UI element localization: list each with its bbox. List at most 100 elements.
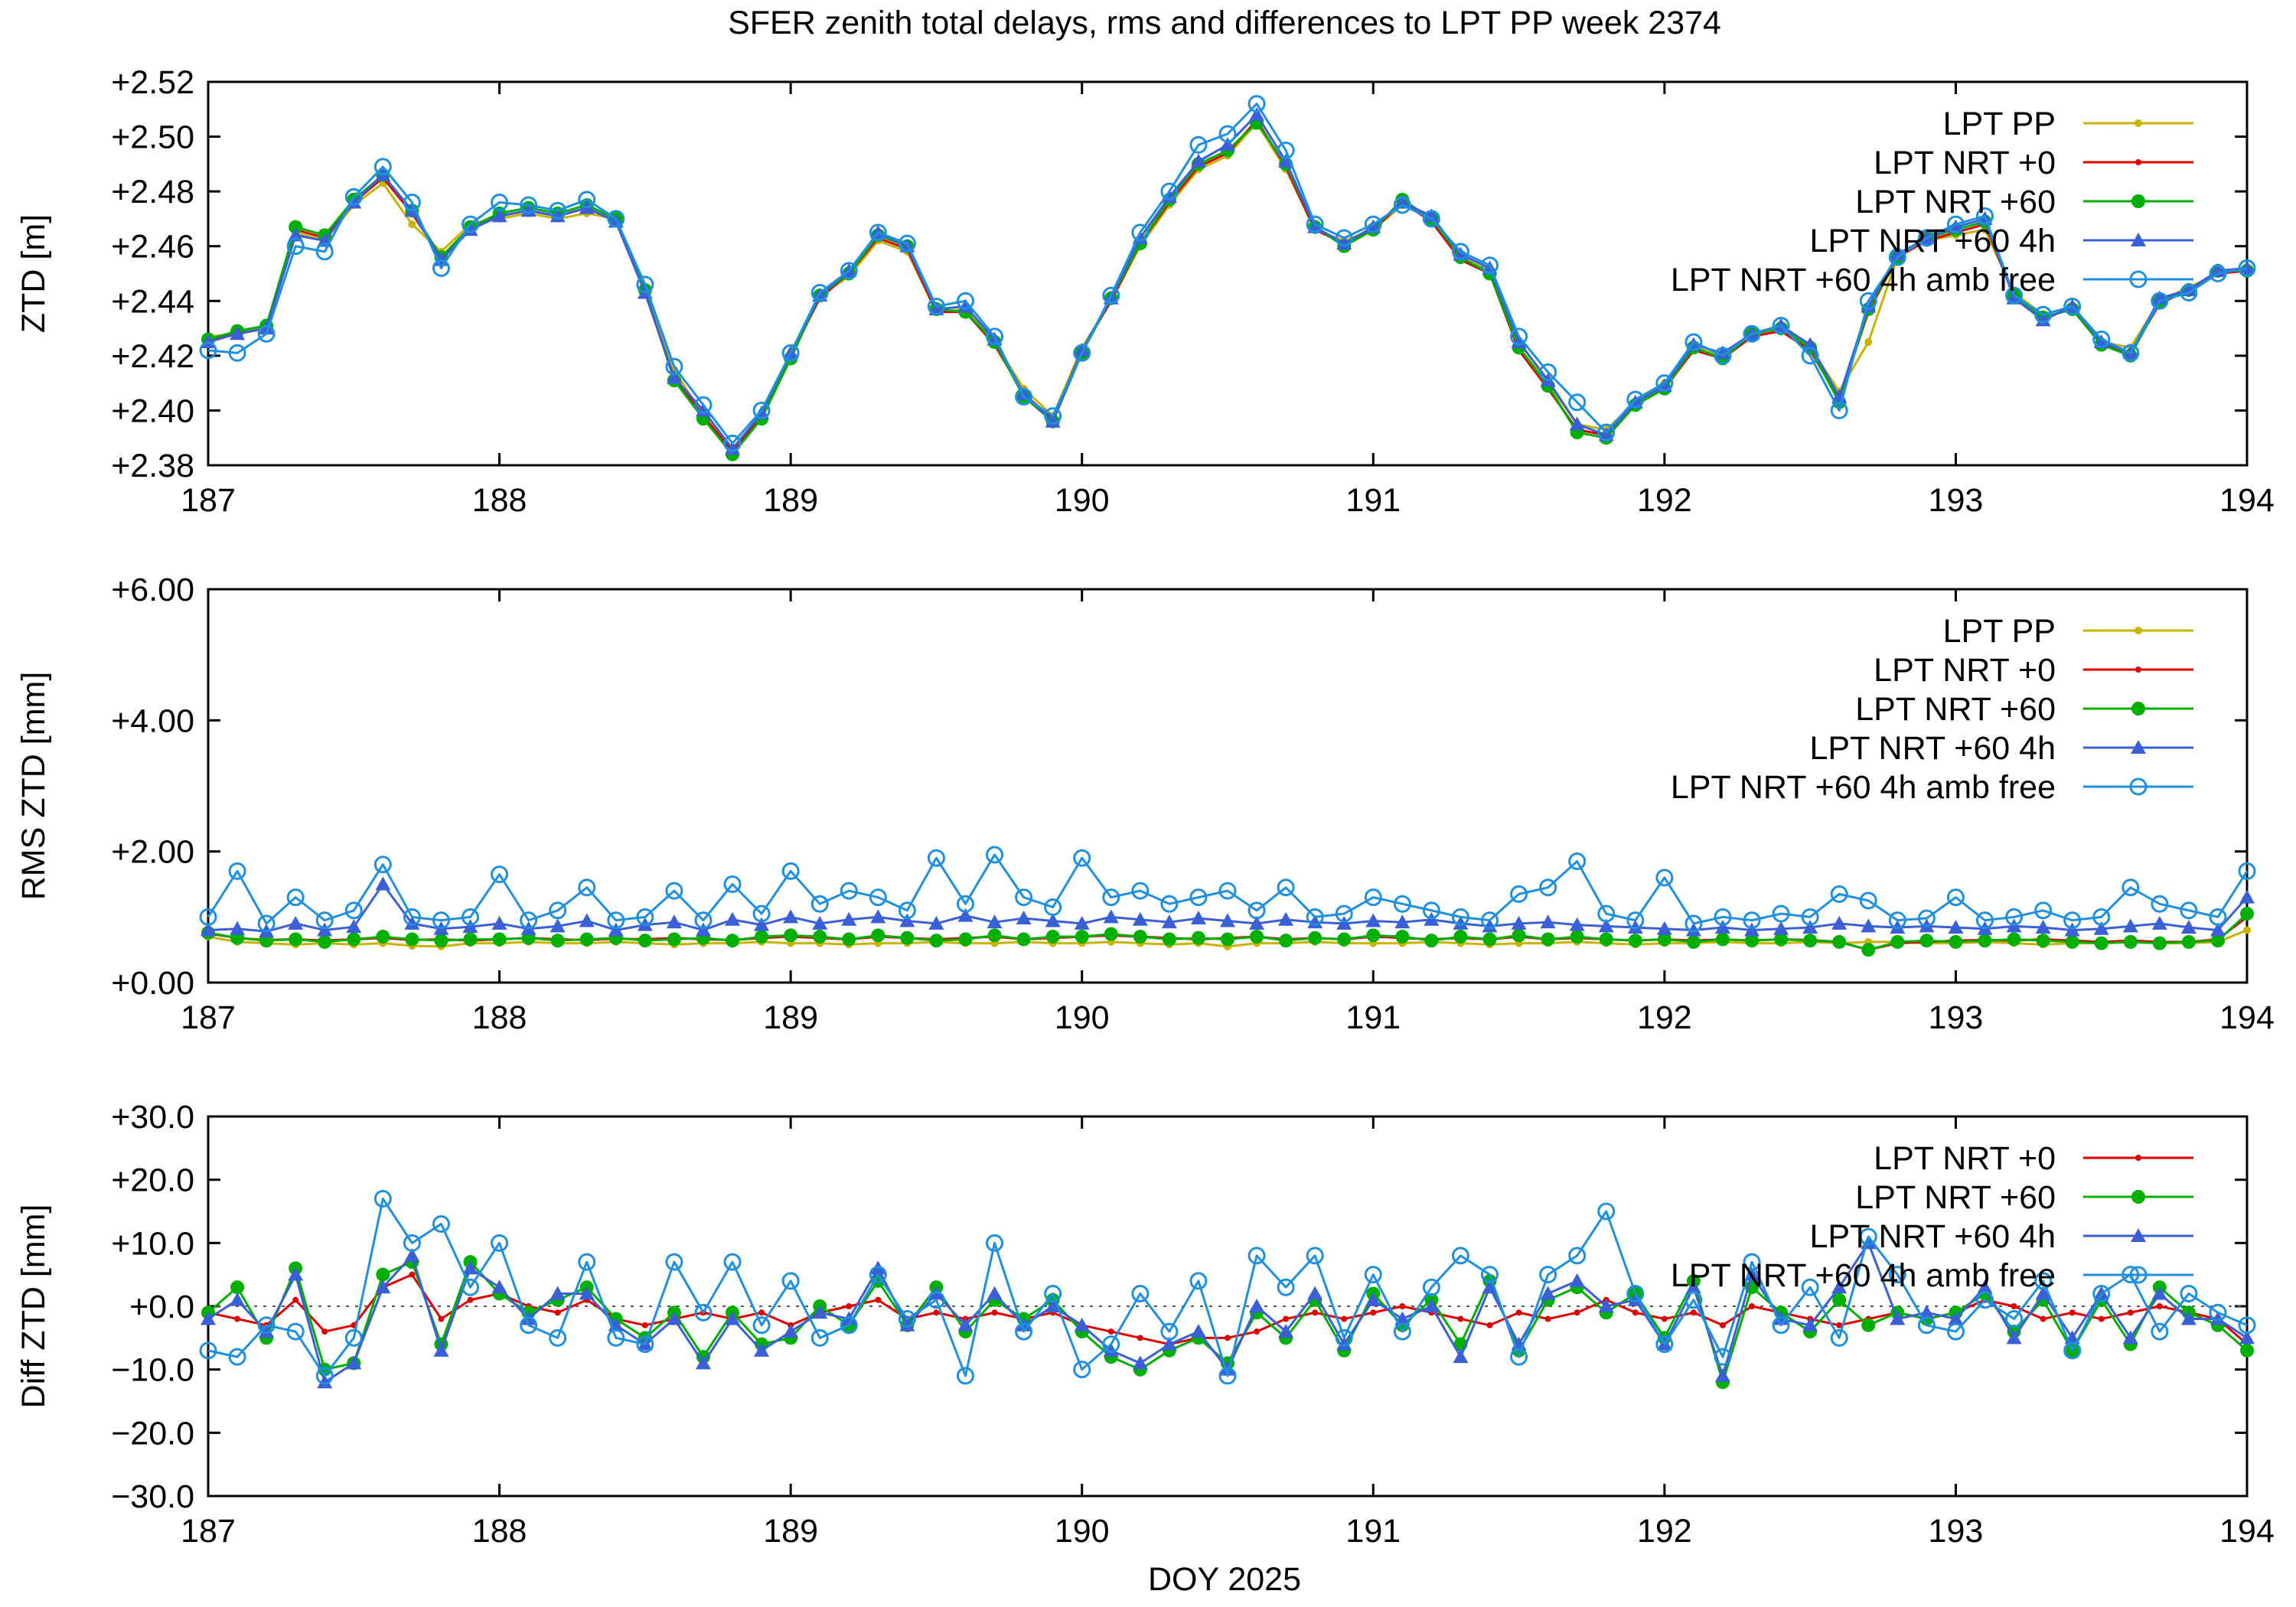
data-point	[1457, 1315, 1464, 1322]
data-point	[1977, 1279, 1993, 1294]
data-point	[1422, 210, 1440, 228]
data-point	[520, 196, 538, 214]
data-point	[752, 905, 771, 923]
data-point	[641, 1322, 648, 1328]
data-point	[695, 1355, 711, 1370]
data-point	[1655, 1335, 1674, 1354]
data-point	[1888, 1266, 1906, 1284]
y-tick-label: +30.0	[111, 1099, 194, 1136]
data-point	[1801, 1278, 1819, 1296]
data-point	[987, 928, 1002, 943]
data-point	[375, 1279, 391, 1294]
data-point	[317, 1374, 333, 1389]
data-point	[1451, 1247, 1469, 1265]
data-point	[1016, 932, 1031, 947]
data-point	[957, 298, 974, 313]
data-point	[2040, 1315, 2047, 1322]
x-tick-label: 194	[2219, 482, 2275, 519]
data-point	[1743, 324, 1761, 343]
data-point	[1744, 922, 1760, 937]
data-point	[1539, 363, 1557, 381]
data-point	[2181, 934, 2196, 949]
data-point	[840, 882, 858, 900]
x-tick-label: 190	[1055, 482, 1110, 519]
data-point	[578, 878, 596, 897]
data-point	[810, 895, 829, 913]
data-point	[1773, 921, 1789, 935]
x-tick-label: 189	[763, 999, 818, 1036]
x-tick-label: 193	[1929, 999, 1984, 1036]
x-tick-label: 191	[1345, 999, 1401, 1036]
data-point	[2069, 1309, 2076, 1316]
data-point	[1277, 1278, 1295, 1296]
data-point	[1626, 911, 1645, 930]
data-point	[2005, 1310, 2024, 1328]
data-point	[900, 931, 915, 945]
legend-label: LPT NRT +60	[1855, 184, 2056, 220]
data-point	[1075, 930, 1089, 944]
data-point	[1715, 932, 1730, 947]
data-point	[1831, 915, 1848, 930]
data-point	[1597, 905, 1616, 923]
data-point	[1254, 1328, 1261, 1335]
data-point	[1102, 888, 1120, 907]
data-point	[520, 203, 536, 217]
data-point	[288, 1266, 304, 1281]
data-point	[2065, 934, 2079, 949]
data-point	[2239, 260, 2255, 275]
data-point	[2127, 1309, 2134, 1316]
data-point	[1949, 934, 1963, 949]
data-point	[1044, 407, 1062, 425]
data-point	[1544, 1315, 1551, 1322]
data-point	[289, 932, 303, 947]
data-point	[875, 1296, 882, 1303]
data-point	[2238, 862, 2256, 880]
data-point	[432, 259, 450, 277]
data-point	[1919, 934, 1934, 948]
data-point	[1657, 932, 1671, 947]
data-point	[1510, 885, 1528, 903]
data-point	[2034, 901, 2053, 920]
legend-marker	[2129, 777, 2148, 796]
data-point	[636, 275, 654, 294]
data-point	[549, 901, 567, 920]
data-point	[1277, 141, 1295, 159]
data-point	[1453, 915, 1469, 930]
data-point	[1540, 1286, 1556, 1300]
data-point	[752, 1316, 771, 1335]
data-point	[2063, 297, 2082, 315]
legend-label: LPT NRT +60 4h	[1809, 1218, 2056, 1255]
series-lpt-nrt-60-4h	[201, 876, 2255, 938]
legend-marker	[2135, 1155, 2141, 1161]
data-point	[408, 220, 416, 229]
data-point	[1307, 1286, 1323, 1300]
data-point	[1364, 888, 1382, 907]
data-point	[1861, 918, 1877, 933]
data-point	[321, 1328, 328, 1335]
data-point	[2122, 918, 2138, 933]
data-point	[462, 1260, 478, 1275]
x-tick-label: 189	[763, 1513, 818, 1550]
data-point	[288, 915, 304, 930]
data-point	[898, 1310, 916, 1328]
data-point	[1511, 915, 1527, 930]
data-point	[554, 1309, 561, 1316]
legend-marker	[2135, 667, 2141, 673]
data-point	[373, 1189, 392, 1208]
data-point	[1890, 934, 1905, 949]
data-point	[1364, 215, 1382, 233]
data-point	[462, 222, 478, 236]
data-point	[1540, 914, 1556, 929]
data-point	[726, 934, 740, 948]
data-point	[781, 1272, 800, 1290]
data-point	[315, 1367, 334, 1385]
data-point	[666, 370, 682, 384]
data-point	[1221, 932, 1234, 947]
data-point	[1131, 1284, 1150, 1302]
data-point	[1074, 342, 1090, 357]
data-point	[1365, 913, 1381, 927]
data-point	[1045, 930, 1060, 944]
data-point	[1801, 347, 1819, 365]
data-point	[1626, 390, 1645, 409]
